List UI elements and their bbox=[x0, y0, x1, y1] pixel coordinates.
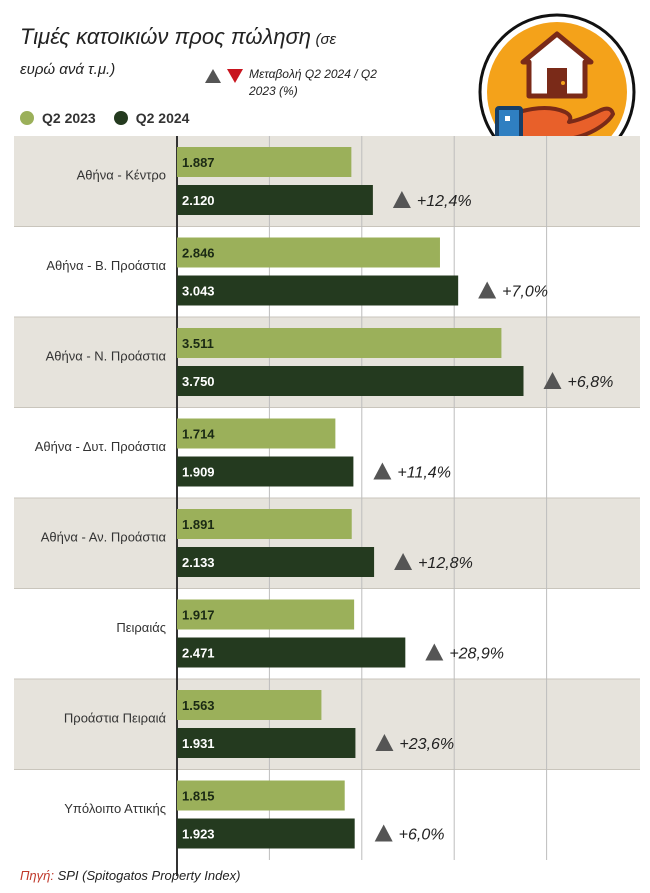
change-label: +23,6% bbox=[399, 736, 454, 753]
title-unit-rest: ευρώ ανά τ.μ.) bbox=[20, 61, 116, 78]
change-up-icon bbox=[394, 553, 413, 570]
bar-q2-2024 bbox=[177, 185, 373, 215]
category-label: Πειραιάς bbox=[116, 620, 166, 635]
category-label: Αθήνα - Ν. Προάστια bbox=[46, 348, 167, 363]
bar-value-label: 3.750 bbox=[182, 374, 215, 389]
bar-q2-2024 bbox=[177, 728, 356, 758]
bar-value-label: 1.931 bbox=[182, 736, 215, 751]
category-label: Αθήνα - Δυτ. Προάστια bbox=[35, 439, 167, 454]
change-label: +12,8% bbox=[418, 555, 473, 572]
house-hand-logo-icon bbox=[478, 13, 636, 171]
chart-title: Τιμές κατοικιών προς πώληση (σε ευρώ ανά… bbox=[20, 22, 400, 85]
change-label: +6,8% bbox=[568, 374, 614, 391]
bar-value-label: 1.891 bbox=[182, 517, 215, 532]
bar-q2-2023 bbox=[177, 418, 336, 449]
title-main: Τιμές κατοικιών προς πώληση bbox=[20, 24, 312, 49]
bar-value-label: 1.909 bbox=[182, 465, 215, 480]
bar-q2-2023 bbox=[177, 147, 352, 177]
source-text: SPI (Spitogatos Property Index) bbox=[57, 868, 241, 883]
bar-value-label: 2.120 bbox=[182, 193, 215, 208]
series-legend: Q2 2023 Q2 2024 bbox=[20, 110, 207, 126]
bar-value-label: 1.887 bbox=[182, 155, 215, 170]
bar-value-label: 1.917 bbox=[182, 608, 215, 623]
change-up-icon bbox=[478, 281, 497, 299]
bar-value-label: 2.133 bbox=[182, 555, 215, 570]
change-up-icon bbox=[375, 734, 394, 751]
category-label: Υπόλοιπο Αττικής bbox=[64, 801, 166, 816]
triangle-up-icon bbox=[205, 69, 221, 83]
bar-q2-2024 bbox=[177, 275, 459, 306]
legend-label-q2-2024: Q2 2024 bbox=[135, 110, 190, 126]
change-label: +7,0% bbox=[502, 284, 548, 301]
category-label: Αθήνα - Β. Προάστια bbox=[46, 258, 166, 273]
title-unit-open: (σε bbox=[315, 31, 337, 48]
bar-value-label: 1.923 bbox=[182, 827, 215, 842]
bar-value-label: 3.043 bbox=[182, 284, 215, 299]
bar-value-label: 1.714 bbox=[182, 427, 215, 442]
bar-q2-2023 bbox=[177, 690, 322, 720]
bar-value-label: 2.471 bbox=[182, 646, 215, 661]
bar-q2-2024 bbox=[177, 637, 406, 668]
change-label: +28,9% bbox=[449, 646, 504, 663]
bar-value-label: 2.846 bbox=[182, 246, 215, 261]
change-legend-label: Μεταβολή Q2 2024 / Q2 2023 (%) bbox=[249, 67, 377, 98]
bar-value-label: 1.563 bbox=[182, 698, 215, 713]
bar-q2-2023 bbox=[177, 780, 345, 811]
change-legend: Μεταβολή Q2 2024 / Q2 2023 (%) bbox=[205, 66, 399, 100]
change-label: +12,4% bbox=[417, 193, 472, 210]
category-label: Αθήνα - Κέντρο bbox=[77, 167, 166, 182]
change-up-icon bbox=[373, 462, 392, 480]
change-up-icon bbox=[425, 643, 444, 661]
legend-item-q2-2024: Q2 2024 bbox=[113, 110, 190, 126]
category-label: Προάστια Πειραιά bbox=[64, 710, 167, 725]
bar-q2-2023 bbox=[177, 328, 502, 358]
category-label: Αθήνα - Αν. Προάστια bbox=[41, 529, 167, 544]
legend-dot-q2-2023 bbox=[20, 111, 34, 125]
source-label: Πηγή: bbox=[20, 868, 54, 883]
change-label: +11,4% bbox=[397, 465, 451, 482]
legend-dot-q2-2024 bbox=[113, 111, 128, 125]
legend-item-q2-2023: Q2 2023 bbox=[20, 110, 96, 126]
change-label: +6,0% bbox=[399, 827, 445, 844]
bar-value-label: 3.511 bbox=[182, 336, 214, 351]
bar-value-label: 1.815 bbox=[182, 789, 215, 804]
bar-q2-2023 bbox=[177, 237, 440, 268]
bar-q2-2024 bbox=[177, 547, 375, 577]
triangle-down-icon bbox=[227, 69, 243, 83]
bar-q2-2024 bbox=[177, 366, 524, 396]
change-up-icon bbox=[392, 191, 411, 208]
bar-q2-2023 bbox=[177, 599, 355, 630]
legend-label-q2-2023: Q2 2023 bbox=[42, 110, 96, 126]
source-note: Πηγή: SPI (Spitogatos Property Index) bbox=[20, 868, 240, 883]
change-up-icon bbox=[374, 824, 393, 842]
bar-q2-2024 bbox=[177, 456, 354, 487]
bar-q2-2024 bbox=[177, 818, 355, 849]
bar-q2-2023 bbox=[177, 509, 352, 539]
change-up-icon bbox=[543, 372, 562, 389]
